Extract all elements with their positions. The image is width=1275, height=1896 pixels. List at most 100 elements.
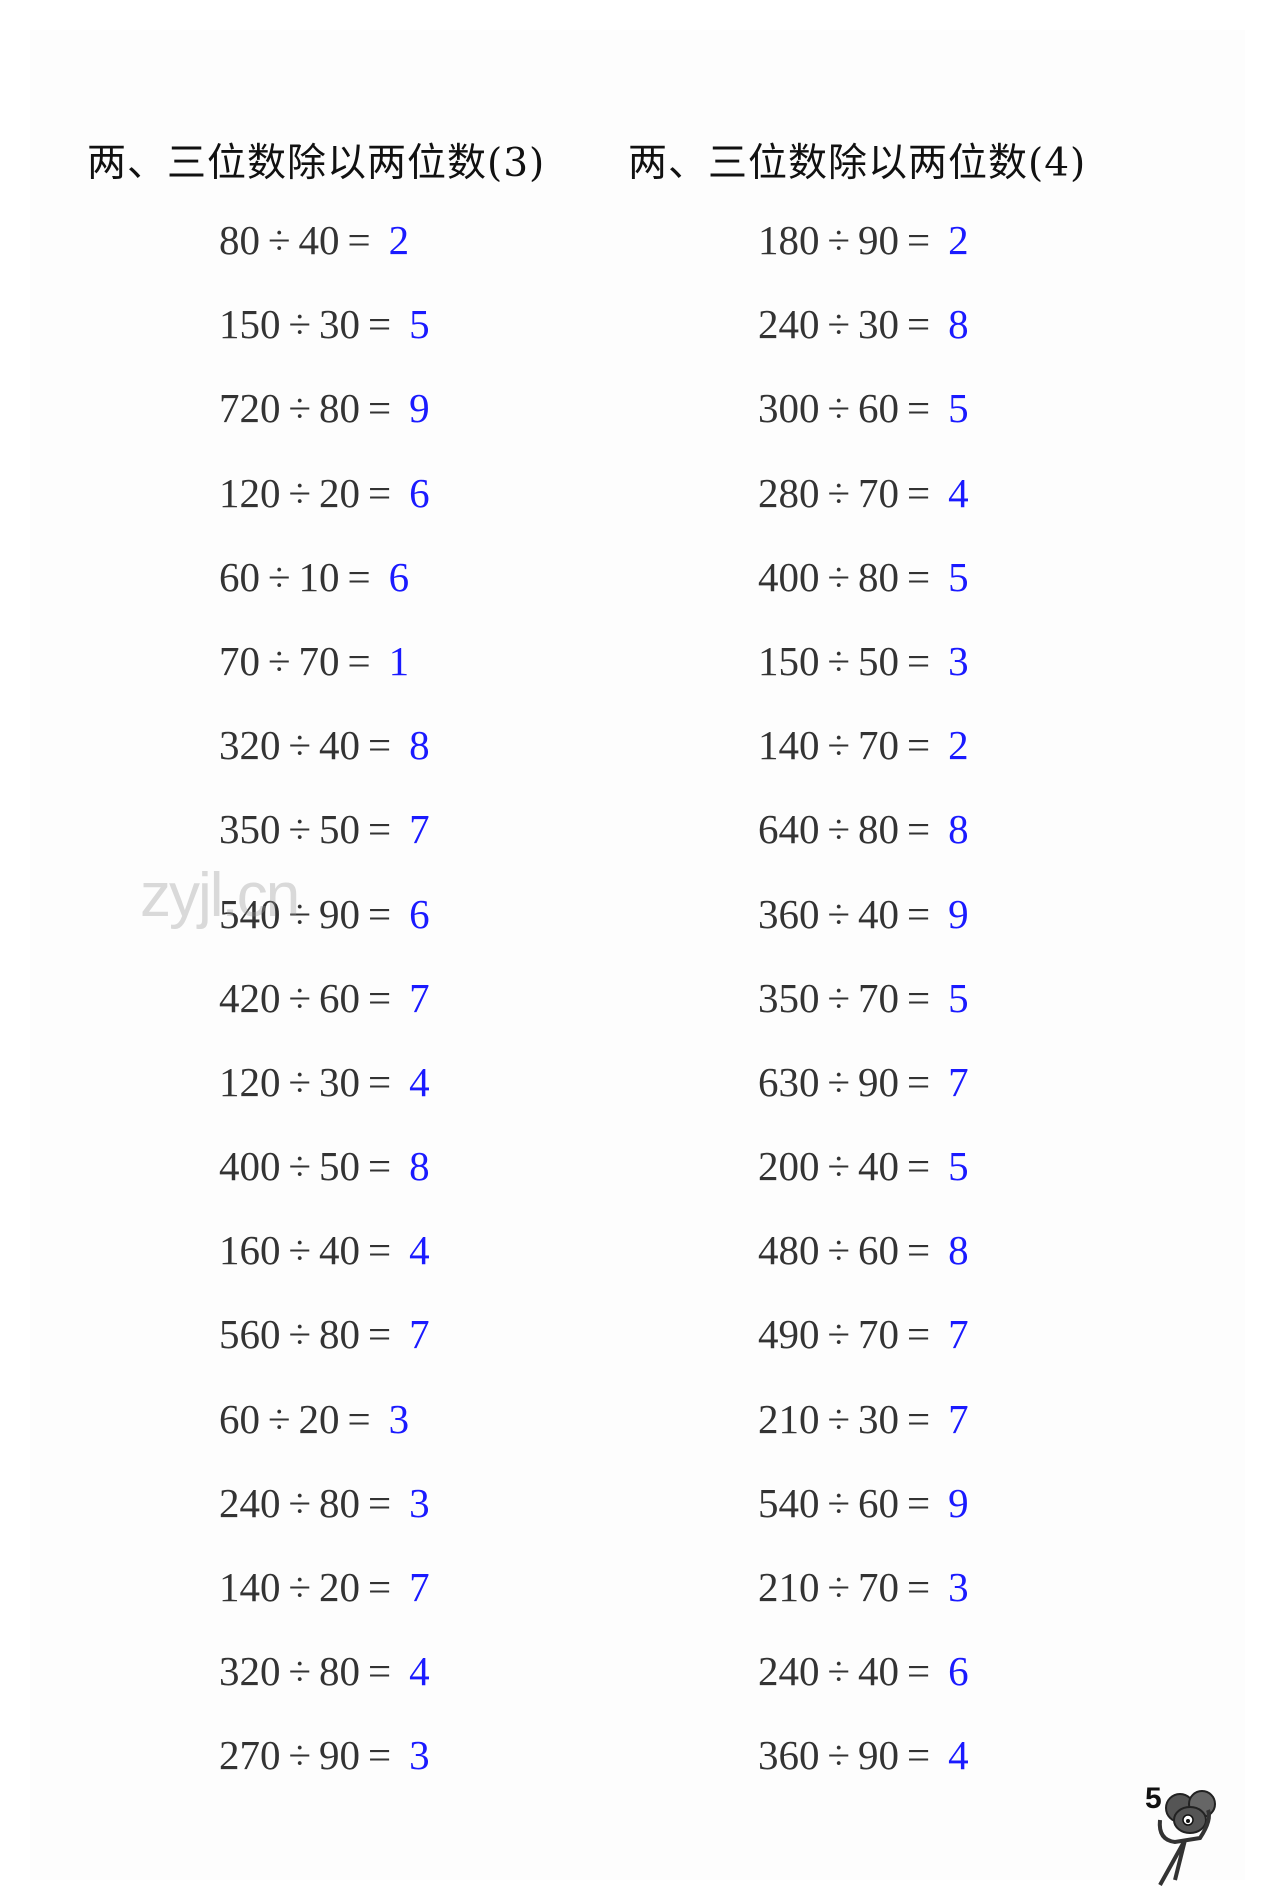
dividend: 320	[219, 1648, 281, 1695]
answer: 8	[948, 1227, 969, 1274]
answer: 6	[409, 890, 430, 937]
divisor: 50	[319, 806, 361, 853]
equation-row: 270 ÷ 90 = 3	[219, 1725, 430, 1809]
dividend: 540	[758, 1479, 820, 1526]
divide-sign: ÷	[827, 1143, 851, 1190]
divisor: 60	[319, 974, 361, 1021]
answer: 7	[409, 1311, 430, 1358]
divide-sign: ÷	[268, 637, 291, 684]
equals-sign: =	[907, 1648, 931, 1695]
answer: 1	[388, 637, 410, 684]
divisor: 80	[319, 1479, 361, 1526]
equals-sign: =	[907, 1732, 931, 1779]
divide-sign: ÷	[827, 974, 851, 1021]
divisor: 20	[319, 469, 361, 516]
divisor: 60	[858, 1227, 900, 1274]
answer: 9	[948, 1479, 969, 1526]
equals-sign: =	[347, 637, 371, 684]
divide-sign: ÷	[268, 217, 291, 263]
answer: 3	[409, 1479, 430, 1526]
divide-sign: ÷	[288, 1058, 312, 1105]
worksheet-page	[30, 30, 1245, 1880]
equation-row: 350 ÷ 50 = 7	[219, 799, 430, 883]
divisor: 90	[858, 1732, 900, 1779]
divisor: 80	[319, 1648, 361, 1695]
equals-sign: =	[368, 301, 392, 348]
page-number: 5	[1145, 1782, 1162, 1815]
divide-sign: ÷	[827, 890, 851, 937]
equals-sign: =	[907, 553, 931, 600]
divide-sign: ÷	[288, 974, 312, 1021]
watermark: zyjl.cn	[140, 861, 300, 930]
answer: 7	[409, 806, 430, 853]
equation-row: 200 ÷ 40 = 5	[758, 1136, 969, 1220]
answer: 7	[409, 974, 430, 1021]
dividend: 240	[758, 1648, 820, 1695]
dividend: 210	[758, 1395, 820, 1442]
equals-sign: =	[368, 890, 392, 937]
divisor: 90	[319, 1732, 361, 1779]
equation-row: 320 ÷ 80 = 4	[219, 1641, 430, 1725]
answer: 8	[948, 806, 969, 853]
equation-row: 240 ÷ 80 = 3	[219, 1473, 430, 1557]
equals-sign: =	[907, 385, 931, 432]
equals-sign: =	[907, 890, 931, 937]
equals-sign: =	[907, 722, 931, 769]
equation-row: 280 ÷ 70 = 4	[758, 463, 969, 547]
dividend: 60	[219, 553, 260, 600]
divide-sign: ÷	[288, 806, 312, 853]
divisor: 80	[858, 553, 900, 600]
equation-row: 540 ÷ 90 = 6	[219, 884, 430, 968]
answer: 6	[388, 553, 410, 600]
equation-row: 400 ÷ 50 = 8	[219, 1136, 430, 1220]
equals-sign: =	[368, 1058, 392, 1105]
equation-row: 240 ÷ 30 = 8	[758, 294, 969, 378]
answer: 7	[948, 1395, 969, 1442]
answer: 5	[948, 553, 969, 600]
divisor: 70	[858, 1564, 900, 1610]
divisor: 80	[319, 1311, 361, 1358]
dividend: 80	[219, 217, 260, 263]
equals-sign: =	[907, 806, 931, 853]
dividend: 210	[758, 1564, 820, 1610]
equals-sign: =	[368, 806, 392, 853]
dividend: 300	[758, 385, 820, 432]
dividend: 150	[758, 637, 820, 684]
divide-sign: ÷	[288, 385, 312, 432]
divisor: 30	[858, 301, 900, 348]
dividend: 360	[758, 890, 820, 937]
dividend: 120	[219, 469, 281, 516]
dividend: 630	[758, 1058, 820, 1105]
divide-sign: ÷	[827, 1058, 851, 1105]
divide-sign: ÷	[827, 1564, 851, 1610]
divide-sign: ÷	[827, 1479, 851, 1526]
equation-row: 640 ÷ 80 = 8	[758, 799, 969, 883]
answer: 5	[948, 974, 969, 1021]
equals-sign: =	[907, 637, 931, 684]
equation-row: 140 ÷ 70 = 2	[758, 715, 969, 799]
divisor: 30	[858, 1395, 900, 1442]
divisor: 20	[298, 1395, 340, 1442]
equation-row: 120 ÷ 20 = 6	[219, 463, 430, 547]
divisor: 90	[858, 1058, 900, 1105]
mouse-mascot-icon	[1157, 1790, 1216, 1886]
divide-sign: ÷	[827, 1227, 851, 1274]
answer: 4	[409, 1648, 430, 1695]
divisor: 90	[319, 890, 361, 937]
equation-row: 360 ÷ 90 = 4	[758, 1725, 969, 1809]
dividend: 280	[758, 469, 820, 516]
divide-sign: ÷	[827, 301, 851, 348]
equals-sign: =	[368, 1479, 392, 1526]
equation-row: 150 ÷ 50 = 3	[758, 631, 969, 715]
divisor: 40	[858, 1143, 900, 1190]
divide-sign: ÷	[827, 806, 851, 853]
divide-sign: ÷	[827, 637, 851, 684]
equals-sign: =	[368, 1311, 392, 1358]
divisor: 70	[858, 1311, 900, 1358]
divide-sign: ÷	[827, 469, 851, 516]
equation-row: 720 ÷ 80 = 9	[219, 378, 430, 462]
answer: 3	[948, 1564, 969, 1610]
answer: 3	[948, 637, 969, 684]
divisor: 40	[319, 722, 361, 769]
equation-row: 150 ÷ 30 = 5	[219, 294, 430, 378]
